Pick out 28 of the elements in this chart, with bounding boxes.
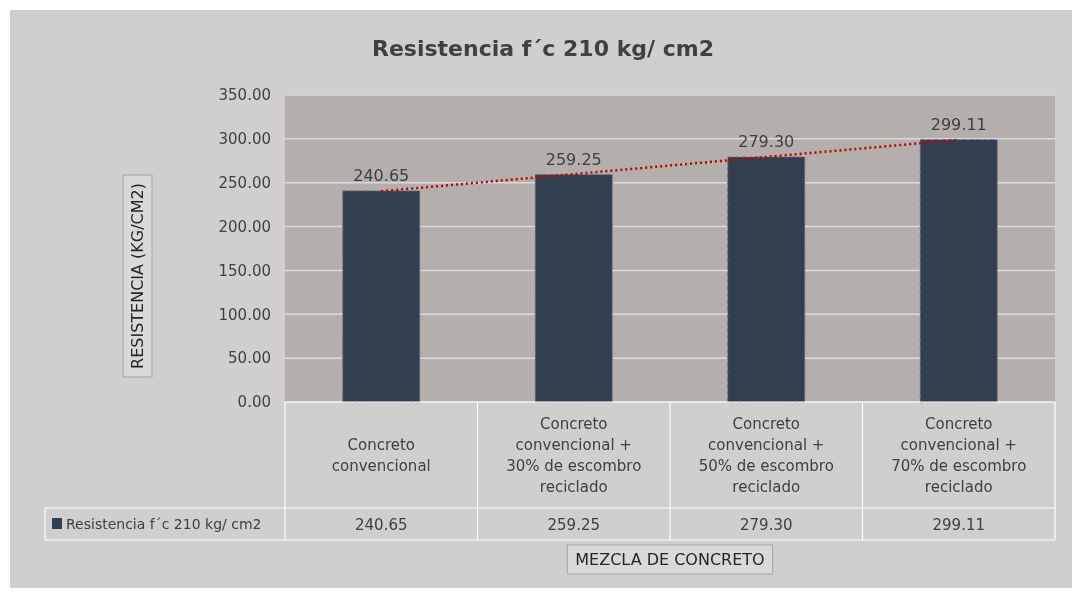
x-tick-label: Concreto convencional + 50% de escombro reciclado [698, 414, 834, 496]
text: 299.11 [930, 114, 987, 134]
data-label: 240.65 [355, 516, 408, 534]
text: 259.25 [545, 149, 602, 169]
y-tick-label: 50.00 [228, 349, 271, 368]
y-tick-label: 200.00 [218, 217, 271, 236]
y-axis-title: RESISTENCIA (KG/CM2) [128, 183, 147, 369]
y-tick-label: 350.00 [218, 86, 271, 105]
y-tick-label: 100.00 [218, 305, 271, 324]
x-tick-label: Concreto convencional [331, 435, 431, 475]
x-axis-title: MEZCLA DE CONCRETO [575, 550, 765, 569]
chart-title: Resistencia f´c 210 kg/ cm2 [372, 36, 714, 61]
bar [342, 190, 421, 403]
y-tick-label: 250.00 [218, 174, 271, 193]
data-label: 279.30 [740, 516, 793, 534]
bar [534, 174, 613, 403]
x-tick-label: Concreto convencional + 70% de escombro reciclado [891, 414, 1027, 496]
data-label: 259.25 [547, 516, 600, 534]
bar [919, 139, 998, 403]
y-tick-label: 300.00 [218, 130, 271, 149]
bar [727, 156, 806, 403]
y-tick-label: 150.00 [218, 261, 271, 280]
y-tick-label: 0.00 [237, 393, 271, 412]
text: 279.30 [738, 132, 795, 152]
data-label: 299.11 [932, 516, 985, 534]
x-tick-label: Concreto convencional + 30% de escombro reciclado [506, 414, 642, 496]
text: 240.65 [353, 165, 410, 185]
legend-label: Resistencia f´c 210 kg/ cm2 [66, 516, 262, 532]
